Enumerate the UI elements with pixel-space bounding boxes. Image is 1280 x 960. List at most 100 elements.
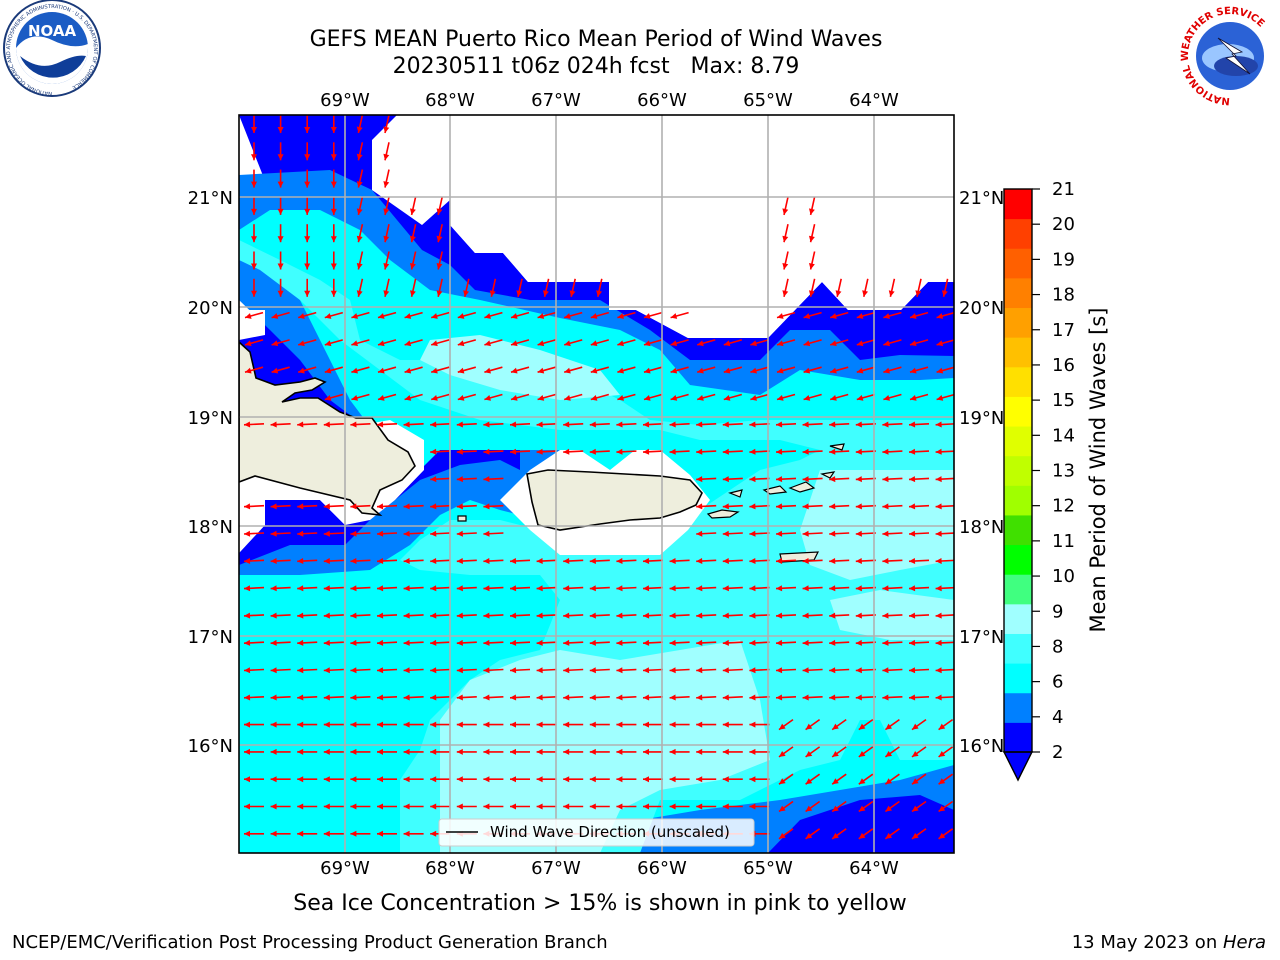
wind-wave-arrowhead xyxy=(244,503,251,510)
wind-wave-arrowhead xyxy=(383,262,390,270)
lat-label: 18°N xyxy=(959,517,1004,538)
footer-date-text: 13 May 2023 on xyxy=(1071,932,1223,953)
wind-wave-arrowhead xyxy=(456,667,463,674)
wind-wave-arrowhead xyxy=(456,694,463,701)
wind-wave-arrowhead xyxy=(855,503,862,510)
wind-wave-arrowhead xyxy=(484,395,491,401)
wind-wave-arrowhead xyxy=(936,340,944,347)
wind-wave-arrowhead xyxy=(510,667,517,674)
wind-wave-arrowhead xyxy=(431,313,438,319)
wind-wave-arrowhead xyxy=(935,667,942,674)
wind-wave-arrowhead xyxy=(483,803,490,810)
wind-wave-arrowhead xyxy=(882,476,889,483)
wind-wave-arrowhead xyxy=(298,313,305,319)
wind-wave-arrowhead xyxy=(356,181,363,188)
wind-wave-arrowhead xyxy=(350,530,357,537)
wind-wave-arrowhead xyxy=(670,340,678,347)
lon-label: 68°W xyxy=(425,90,475,111)
colorbar-segment xyxy=(1004,485,1032,516)
wind-wave-arrowhead xyxy=(938,832,946,839)
wind-wave-arrowhead xyxy=(909,448,916,455)
wind-wave-arrowhead xyxy=(910,340,917,347)
wind-wave-arrowhead xyxy=(350,667,357,674)
wind-wave-arrowhead xyxy=(855,612,862,619)
wind-wave-arrowhead xyxy=(670,313,678,319)
wind-wave-arrowhead xyxy=(510,612,517,619)
wind-wave-arrowhead xyxy=(483,421,490,428)
wind-wave-arrowhead xyxy=(909,585,916,592)
wind-wave-arrowhead xyxy=(590,313,598,319)
wind-wave-arrowhead xyxy=(782,208,789,215)
wind-wave-arrowhead xyxy=(510,803,516,810)
wind-wave-arrowhead xyxy=(403,530,410,537)
colorbar-segment xyxy=(1004,633,1032,664)
wind-wave-arrowhead xyxy=(803,367,811,374)
lon-label: 65°W xyxy=(743,858,793,879)
wind-wave-arrowhead xyxy=(829,503,836,510)
wind-wave-arrowhead xyxy=(802,530,809,537)
wind-wave-arrowhead xyxy=(936,367,944,374)
wind-wave-arrowhead xyxy=(802,667,809,674)
wind-wave-arrowhead xyxy=(855,558,862,564)
footer-host: Hera xyxy=(1222,932,1266,953)
map-gridlines xyxy=(239,115,954,853)
wind-wave-arrowhead xyxy=(489,290,496,297)
colorbar-segment xyxy=(1004,455,1032,486)
wind-wave-arrowhead xyxy=(697,395,704,401)
wind-wave-arrowhead xyxy=(696,612,703,619)
colorbar-segment xyxy=(1004,722,1032,753)
wind-wave-arrowhead xyxy=(722,721,729,728)
wind-wave-arrowhead xyxy=(803,313,811,319)
wind-wave-arrowhead xyxy=(430,448,437,455)
colorbar-tick-label: 8 xyxy=(1052,636,1063,657)
wind-wave-arrowhead xyxy=(377,748,383,755)
wind-wave-arrowhead xyxy=(383,208,390,215)
wind-wave-arrowhead xyxy=(617,313,624,319)
wind-wave-arrowhead xyxy=(323,503,330,510)
wind-wave-arrowhead xyxy=(882,558,889,564)
wind-wave-arrowhead xyxy=(882,448,889,455)
wind-wave-arrowhead xyxy=(350,503,357,510)
colorbar-segment xyxy=(1004,307,1032,338)
colorbar-tick-label: 20 xyxy=(1052,214,1075,235)
wind-wave-arrowhead xyxy=(776,639,783,646)
wind-wave-arrowhead xyxy=(669,748,676,755)
wind-wave-arrowhead xyxy=(882,421,889,428)
wind-wave-arrowhead xyxy=(722,476,729,483)
colorbar-tick-label: 2 xyxy=(1052,742,1063,763)
wind-wave-arrowhead xyxy=(749,448,756,455)
wind-wave-arrowhead xyxy=(356,262,363,270)
wind-wave-arrowhead xyxy=(510,776,516,783)
wind-wave-arrowhead xyxy=(323,776,330,783)
wind-wave-arrowhead xyxy=(409,208,416,215)
wind-wave-arrowhead xyxy=(277,154,284,161)
wind-wave-arrowhead xyxy=(537,340,545,347)
wind-wave-arrowhead xyxy=(483,694,490,701)
wind-wave-arrowhead xyxy=(483,585,490,592)
wind-wave-arrowhead xyxy=(377,639,384,646)
wind-wave-arrowhead xyxy=(323,612,330,619)
wind-wave-arrowhead xyxy=(403,830,410,837)
wind-wave-arrowhead xyxy=(589,612,596,619)
wind-wave-arrowhead xyxy=(537,367,545,374)
wind-wave-arrowhead xyxy=(324,367,332,374)
wind-wave-arrowhead xyxy=(909,639,916,646)
wind-wave-arrowhead xyxy=(855,476,862,483)
wind-wave-arrowhead xyxy=(244,530,251,537)
wind-wave-arrowhead xyxy=(351,340,358,347)
wind-wave-arrowhead xyxy=(802,421,809,428)
wind-wave-arrowhead xyxy=(403,612,410,619)
wind-wave-arrowhead xyxy=(855,639,862,646)
wind-wave-arrowhead xyxy=(245,340,252,347)
wind-wave-arrowhead xyxy=(909,558,916,564)
wind-wave-arrowhead xyxy=(617,367,624,374)
wind-wave-arrowhead xyxy=(883,395,890,401)
noaa-logo-text: NOAA xyxy=(28,22,77,40)
wind-wave-arrowhead xyxy=(616,721,623,728)
wind-wave-arrowhead xyxy=(616,776,623,783)
colorbar-segment xyxy=(1004,396,1032,427)
colorbar-tick-label: 16 xyxy=(1052,355,1075,376)
wind-wave-arrowhead xyxy=(510,694,517,701)
lon-label: 64°W xyxy=(849,858,899,879)
wind-wave-arrowhead xyxy=(808,262,815,270)
